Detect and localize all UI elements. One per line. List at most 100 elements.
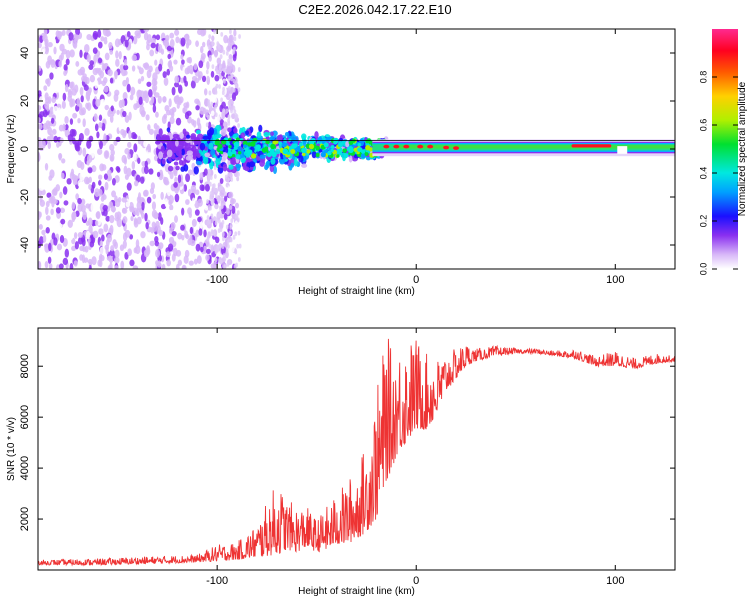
spectrogram-cell bbox=[109, 153, 115, 162]
spectrogram-cell bbox=[182, 265, 186, 269]
spectrogram-cell bbox=[301, 133, 307, 140]
spectrogram-cell bbox=[152, 104, 157, 113]
spectrogram-cell bbox=[146, 81, 152, 87]
spectrogram-cell bbox=[89, 74, 96, 83]
spectrogram-cell bbox=[205, 254, 210, 262]
spectrogram-cell bbox=[144, 62, 149, 69]
spectrogram-cell bbox=[301, 147, 307, 154]
spectrogram-cell bbox=[208, 34, 212, 40]
spectrogram-cell bbox=[97, 188, 103, 197]
spectrogram-cell bbox=[91, 165, 97, 173]
spectrogram-cell bbox=[237, 230, 241, 236]
spectrogram-cell bbox=[85, 203, 91, 209]
spectrogram-cell bbox=[203, 156, 209, 165]
spectrogram-cell bbox=[59, 207, 66, 214]
spectrogram-cell bbox=[147, 124, 151, 131]
spectrogram-cell bbox=[208, 142, 214, 151]
spectrogram-cell bbox=[218, 210, 222, 215]
spectrogram-cell bbox=[290, 162, 295, 168]
spectrogram-cell bbox=[271, 151, 277, 158]
spectrogram-cell bbox=[86, 53, 91, 63]
spectrogram-cell bbox=[77, 232, 83, 239]
spectrogram-cell bbox=[357, 142, 362, 147]
spectrogram-cell bbox=[145, 114, 150, 121]
spectrogram-cell bbox=[258, 124, 263, 133]
spectrogram-cell bbox=[68, 231, 74, 241]
spectrogram-cell bbox=[229, 225, 233, 230]
spectrogram-cell bbox=[197, 74, 202, 81]
spectrogram-cell bbox=[106, 169, 112, 176]
spectrogram-cell bbox=[107, 174, 113, 181]
colorbar-tick-label: 0.0 bbox=[698, 263, 708, 276]
spectrogram-cell bbox=[166, 136, 171, 143]
spectrogram-cell bbox=[45, 200, 50, 208]
spectrogram-cell bbox=[131, 190, 135, 200]
spectrogram-cell bbox=[232, 87, 236, 93]
spectrogram-cell bbox=[213, 96, 217, 103]
spectrogram-cell bbox=[190, 184, 197, 193]
spectrogram-cell bbox=[220, 128, 227, 137]
spectrogram-cell bbox=[228, 54, 233, 60]
spectrogram-cell bbox=[45, 215, 51, 221]
spectrogram-cell bbox=[140, 139, 144, 147]
spectrogram-cell bbox=[221, 220, 225, 225]
spectrogram-cell bbox=[126, 83, 131, 93]
spectrogram-cell bbox=[116, 109, 120, 115]
spectrogram-cell bbox=[97, 67, 102, 76]
spectrogram-cell bbox=[98, 228, 104, 235]
spectrogram-cell bbox=[139, 176, 145, 184]
spectrogram-cell bbox=[163, 113, 168, 120]
spectrogram-cell bbox=[102, 29, 109, 36]
spectrogram-cell bbox=[141, 201, 145, 211]
spectrogram-cell bbox=[201, 185, 205, 192]
spectrogram-cell bbox=[217, 198, 221, 204]
spectrogram-cell bbox=[94, 123, 99, 132]
spectrogram-cell bbox=[73, 260, 78, 267]
spectrogram-cell bbox=[210, 244, 214, 253]
spectrogram-cell bbox=[77, 236, 84, 245]
spectrogram-cell bbox=[79, 172, 85, 181]
spectrogram-cell bbox=[205, 69, 209, 75]
y-tick-label: -20 bbox=[19, 189, 31, 205]
spectrogram-cell bbox=[158, 151, 164, 160]
spectrogram-cell bbox=[150, 37, 157, 44]
spectrogram-cell bbox=[208, 90, 212, 96]
spectrogram-cell bbox=[63, 70, 68, 76]
spectrogram-cell bbox=[205, 248, 211, 255]
spectrogram-cell bbox=[208, 170, 211, 175]
spectrogram-cell bbox=[212, 230, 216, 236]
spectrogram-cell bbox=[231, 92, 237, 102]
spectrogram-cell bbox=[270, 157, 276, 165]
snr-line bbox=[38, 338, 675, 567]
spectrogram-cell bbox=[140, 231, 146, 239]
spectrogram-cell bbox=[121, 207, 126, 214]
figure-title: C2E2.2026.042.17.22.E10 bbox=[298, 2, 452, 17]
spectrogram-cell bbox=[211, 35, 215, 42]
spectrogram-cell bbox=[317, 137, 323, 143]
spectrogram-cell bbox=[52, 105, 59, 115]
spectrogram-cell bbox=[53, 86, 59, 94]
spectrogram-cell bbox=[171, 253, 176, 262]
spectrogram-cell bbox=[137, 89, 143, 96]
spectrogram-cell bbox=[140, 75, 145, 82]
spectrogram-cell bbox=[187, 207, 192, 215]
spectrogram-cell bbox=[157, 260, 161, 268]
spectrogram-cell bbox=[99, 83, 103, 91]
spectrogram-cell bbox=[38, 139, 43, 148]
spectrogram-cell bbox=[201, 35, 205, 43]
colorbar-gradient bbox=[712, 29, 738, 269]
spectrogram-cell bbox=[38, 96, 44, 105]
spectrogram-cell bbox=[47, 256, 52, 264]
spectrogram-cell bbox=[203, 88, 208, 96]
spectrogram-cell bbox=[38, 211, 42, 218]
spectrogram-cell bbox=[154, 240, 160, 247]
spectrogram-cell bbox=[199, 221, 204, 230]
spectrogram-cell bbox=[210, 213, 214, 219]
spectrogram-cell bbox=[108, 41, 113, 50]
spectrogram-cell bbox=[55, 207, 61, 214]
spectrogram-cell bbox=[222, 67, 226, 73]
spectrogram-cell bbox=[121, 154, 127, 164]
spectrogram-cell bbox=[100, 195, 105, 202]
spectrogram-cell bbox=[114, 256, 120, 264]
spectrogram-cell bbox=[133, 217, 138, 225]
